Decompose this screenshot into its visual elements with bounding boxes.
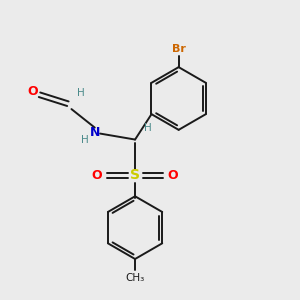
Text: N: N (90, 126, 100, 139)
Text: S: S (130, 168, 140, 182)
Text: H: H (144, 123, 152, 133)
Text: O: O (168, 169, 178, 182)
Text: O: O (28, 85, 38, 98)
Text: H: H (81, 135, 89, 146)
Text: CH₃: CH₃ (125, 273, 145, 284)
Text: Br: Br (172, 44, 186, 54)
Text: H: H (76, 88, 84, 98)
Text: O: O (92, 169, 103, 182)
